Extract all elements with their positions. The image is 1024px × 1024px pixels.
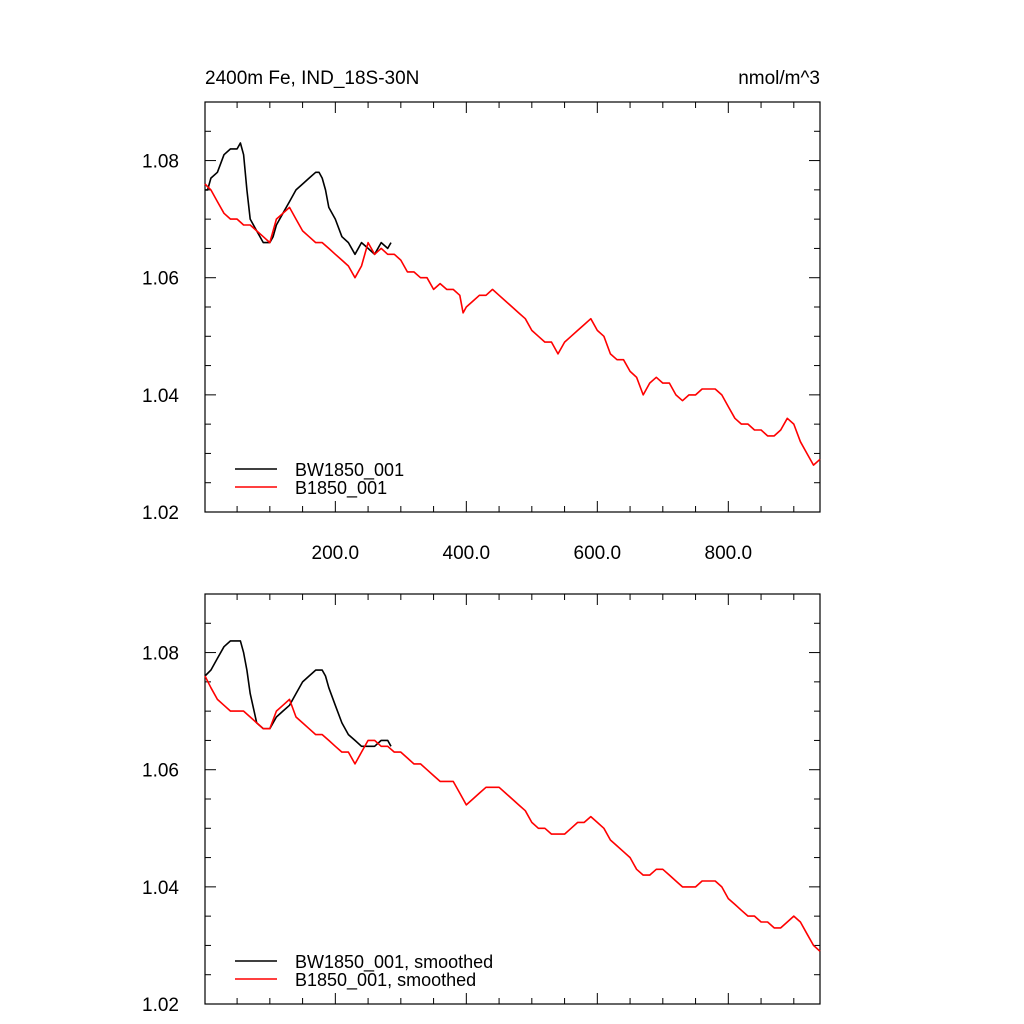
x-tick-label: 800.0 [705,543,753,564]
series-line-black [204,640,392,748]
y-tick-label: 1.02 [142,995,179,1016]
y-tick-label: 1.08 [142,152,179,173]
bottom-panel: 1.02 1.04 1.06 1.08 BW1850_001, smoothedB185… [142,593,821,1016]
x-tick-label: 200.0 [312,543,360,564]
chart-title: 2400m Fe, IND_18S-30N [205,68,419,89]
legend-label: BW1850_001, smoothed [295,952,493,973]
y-tick-label: 1.04 [142,878,179,899]
y-tick-label: 1.06 [142,761,179,782]
y-tick-label: 1.04 [142,386,179,407]
series-line-red [204,183,821,466]
units-label: nmol/m^3 [738,68,820,89]
y-tick-label: 1.06 [142,269,179,290]
x-tick-label: 600.0 [574,543,622,564]
x-tick-label: 400.0 [443,543,491,564]
legend-label: BW1850_001 [295,460,404,481]
top-panel: 1.02 1.04 1.06 1.08 200.0 400.0 600.0 800.0 BW18… [142,101,821,564]
series-line-black [205,142,392,256]
series-line-red [204,675,821,952]
y-tick-label: 1.08 [142,644,179,665]
legend-label: B1850_001 [295,478,387,499]
y-tick-label: 1.02 [142,503,179,524]
legend-label: B1850_001, smoothed [295,970,476,991]
